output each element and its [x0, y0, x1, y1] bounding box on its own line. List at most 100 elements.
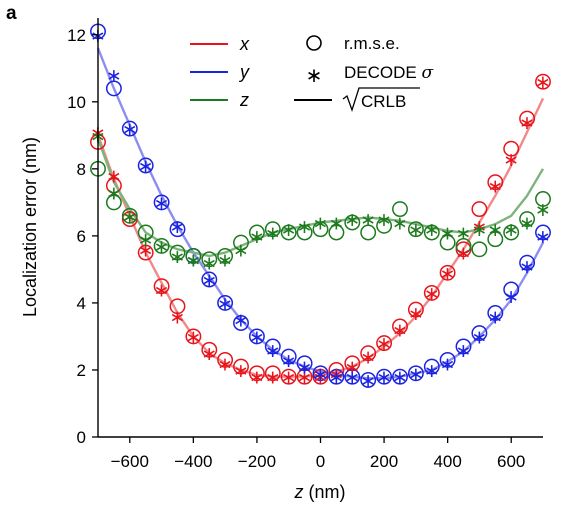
decode-sigma-point-z: ∗	[138, 229, 154, 251]
rmse-point-x	[360, 345, 377, 362]
decode-sigma-point-x: ∗	[265, 367, 281, 389]
rmse-point-y	[423, 358, 440, 375]
decode-sigma-point-z: ∗	[185, 249, 201, 271]
rmse-point-y	[519, 254, 536, 271]
rmse-point-x	[264, 365, 281, 382]
decode-sigma-point-x: ∗	[424, 283, 440, 305]
rmse-point-z	[169, 244, 186, 261]
decode-sigma-point-x: ∗	[122, 206, 138, 228]
decode-sigma-point-y: ∗	[424, 360, 440, 382]
legend-star-marker-icon: ∗	[306, 65, 323, 87]
rmse-point-y	[280, 348, 297, 365]
y-tick-label: 8	[77, 160, 86, 179]
rmse-point-y	[137, 157, 154, 174]
x-tick-label: −400	[174, 452, 212, 471]
decode-sigma-point-x: ∗	[392, 320, 408, 342]
x-axis-label: z (nm)	[294, 482, 346, 502]
decode-sigma-point-x: ∗	[249, 367, 265, 389]
decode-sigma-point-z: ∗	[471, 219, 487, 241]
legend-rmse-label: r.m.s.e.	[344, 34, 400, 53]
decode-sigma-point-z: ∗	[122, 206, 138, 228]
decode-sigma-point-z: ∗	[376, 209, 392, 231]
rmse-point-y	[376, 368, 393, 385]
decode-sigma-point-y: ∗	[154, 192, 170, 214]
rmse-point-z	[455, 237, 472, 254]
y-tick-label: 2	[77, 361, 86, 380]
decode-sigma-point-x: ∗	[313, 367, 329, 389]
legend-label-x: x	[239, 34, 250, 54]
decode-sigma-point-y: ∗	[233, 310, 249, 332]
rmse-point-z	[137, 224, 154, 241]
rmse-point-y	[535, 224, 551, 241]
crlb-line-y	[96, 47, 545, 380]
rmse-point-x	[344, 355, 361, 372]
decode-sigma-point-z: ∗	[408, 219, 424, 241]
rmse-point-y	[487, 305, 504, 321]
decode-sigma-point-x: ∗	[233, 360, 249, 382]
rmse-point-z	[121, 207, 138, 224]
decode-sigma-point-z: ∗	[440, 223, 456, 245]
rmse-point-z	[201, 251, 218, 268]
rmse-point-x	[105, 177, 122, 194]
decode-sigma-point-x: ∗	[170, 306, 186, 328]
decode-sigma-point-y: ∗	[106, 65, 122, 87]
rmse-point-x	[407, 301, 424, 318]
decode-sigma-point-x: ∗	[376, 333, 392, 355]
rmse-point-z	[248, 224, 265, 241]
rmse-point-y	[264, 338, 281, 355]
y-tick-label: 6	[77, 227, 86, 246]
rmse-point-z	[153, 237, 170, 254]
legend-crlb-label: CRLB	[361, 92, 406, 111]
x-tick-label: −600	[111, 452, 149, 471]
decode-sigma-point-x: ∗	[440, 263, 456, 285]
decode-sigma-point-y: ∗	[519, 256, 535, 278]
rmse-point-z	[407, 221, 424, 238]
decode-sigma-point-z: ∗	[217, 249, 233, 271]
rmse-point-y	[169, 221, 186, 238]
rmse-point-z	[503, 224, 520, 241]
legend-decode-prefix: DECODE	[344, 63, 421, 82]
rmse-point-y	[312, 365, 329, 382]
x-tick-label: 200	[370, 452, 398, 471]
decode-sigma-point-z: ∗	[503, 219, 519, 241]
rmse-point-y	[248, 328, 265, 345]
rmse-point-x	[169, 298, 186, 315]
x-axis-label-var: z	[294, 482, 304, 502]
y-tick-label: 12	[67, 26, 86, 45]
rmse-point-y	[471, 325, 488, 342]
y-tick-label: 0	[77, 428, 86, 447]
decode-sigma-point-y: ∗	[456, 340, 472, 362]
decode-sigma-point-y: ∗	[122, 119, 138, 141]
rmse-point-x	[233, 358, 249, 375]
rmse-point-x	[328, 362, 345, 378]
rmse-point-x	[217, 351, 234, 368]
decode-sigma-point-y: ∗	[217, 293, 233, 315]
decode-sigma-point-y: ∗	[487, 306, 503, 328]
decode-sigma-point-z: ∗	[456, 223, 472, 245]
legend-decode-label: DECODE σ	[344, 63, 433, 83]
rmse-point-z	[439, 234, 456, 251]
rmse-point-y	[360, 372, 377, 388]
decode-sigma-point-x: ∗	[471, 216, 487, 238]
rmse-point-x	[153, 278, 170, 295]
decode-sigma-point-y: ∗	[471, 326, 487, 348]
rmse-point-z	[376, 217, 393, 234]
decode-sigma-point-z: ∗	[233, 239, 249, 261]
rmse-point-y	[455, 338, 472, 355]
rmse-point-x	[280, 368, 297, 385]
decode-sigma-point-y: ∗	[328, 367, 344, 389]
rmse-point-y	[407, 365, 424, 382]
rmse-point-x	[201, 341, 218, 358]
decode-sigma-point-x: ∗	[519, 112, 535, 134]
x-tick-label: 400	[433, 452, 461, 471]
x-tick-label: −200	[238, 452, 276, 471]
decode-sigma-point-y: ∗	[392, 367, 408, 389]
rmse-point-z	[185, 248, 202, 264]
decode-sigma-point-z: ∗	[519, 213, 535, 235]
rmse-point-z	[264, 221, 281, 238]
decode-sigma-point-z: ∗	[297, 216, 313, 238]
rmse-point-y	[105, 80, 122, 97]
rmse-point-x	[503, 140, 520, 157]
decode-sigma-point-z: ∗	[360, 209, 376, 231]
rmse-point-x	[471, 201, 488, 218]
